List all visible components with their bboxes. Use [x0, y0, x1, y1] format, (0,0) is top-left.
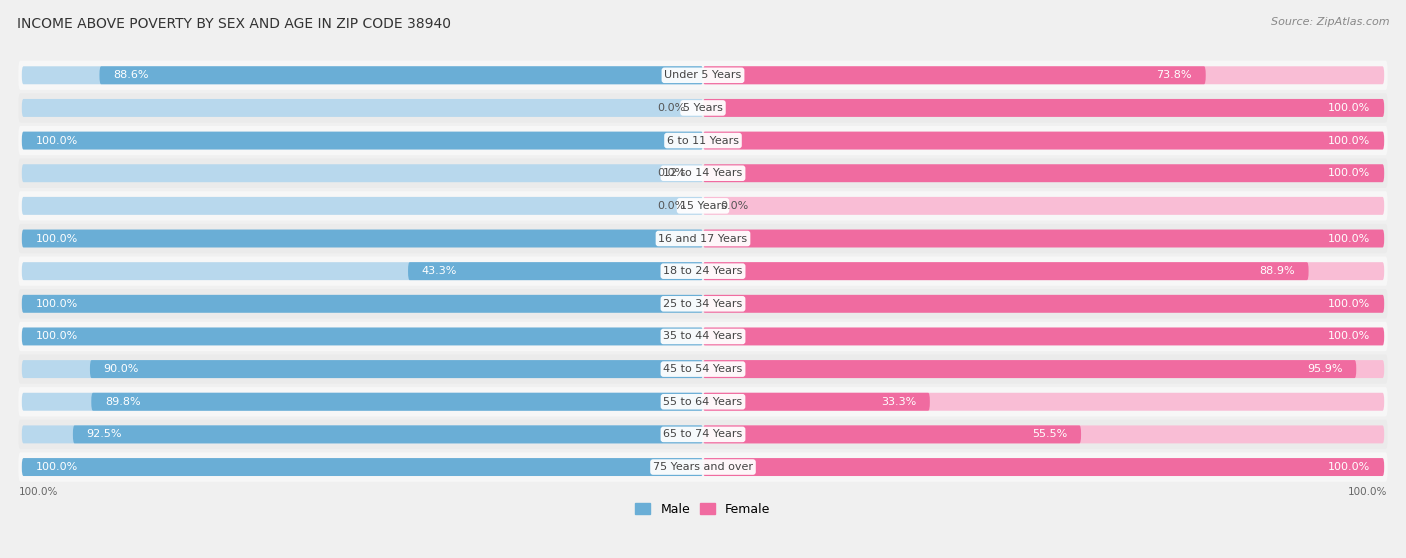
Text: INCOME ABOVE POVERTY BY SEX AND AGE IN ZIP CODE 38940: INCOME ABOVE POVERTY BY SEX AND AGE IN Z…	[17, 17, 451, 31]
FancyBboxPatch shape	[22, 99, 703, 117]
FancyBboxPatch shape	[22, 164, 703, 182]
Text: 100.0%: 100.0%	[1329, 299, 1371, 309]
Text: Under 5 Years: Under 5 Years	[665, 70, 741, 80]
FancyBboxPatch shape	[703, 229, 1384, 248]
Text: 100.0%: 100.0%	[1329, 462, 1371, 472]
Text: 100.0%: 100.0%	[1329, 136, 1371, 146]
FancyBboxPatch shape	[703, 328, 1384, 345]
Text: 0.0%: 0.0%	[658, 201, 686, 211]
FancyBboxPatch shape	[703, 262, 1309, 280]
FancyBboxPatch shape	[22, 132, 703, 150]
Text: 100.0%: 100.0%	[1348, 487, 1388, 497]
FancyBboxPatch shape	[18, 387, 1388, 416]
FancyBboxPatch shape	[703, 425, 1081, 444]
FancyBboxPatch shape	[18, 289, 1388, 319]
Text: 88.9%: 88.9%	[1260, 266, 1295, 276]
Text: 100.0%: 100.0%	[18, 487, 58, 497]
FancyBboxPatch shape	[22, 197, 703, 215]
FancyBboxPatch shape	[91, 393, 703, 411]
FancyBboxPatch shape	[703, 99, 1384, 117]
FancyBboxPatch shape	[703, 262, 1384, 280]
Text: 75 Years and over: 75 Years and over	[652, 462, 754, 472]
FancyBboxPatch shape	[22, 360, 703, 378]
FancyBboxPatch shape	[18, 191, 1388, 220]
FancyBboxPatch shape	[22, 393, 703, 411]
FancyBboxPatch shape	[703, 393, 1384, 411]
Text: 45 to 54 Years: 45 to 54 Years	[664, 364, 742, 374]
FancyBboxPatch shape	[73, 425, 703, 444]
Text: 100.0%: 100.0%	[1329, 103, 1371, 113]
FancyBboxPatch shape	[90, 360, 703, 378]
FancyBboxPatch shape	[703, 425, 1384, 444]
FancyBboxPatch shape	[703, 66, 1206, 84]
FancyBboxPatch shape	[22, 458, 703, 476]
Text: 100.0%: 100.0%	[35, 299, 77, 309]
Text: 89.8%: 89.8%	[105, 397, 141, 407]
FancyBboxPatch shape	[18, 420, 1388, 449]
Text: 16 and 17 Years: 16 and 17 Years	[658, 233, 748, 243]
FancyBboxPatch shape	[18, 322, 1388, 351]
FancyBboxPatch shape	[703, 458, 1384, 476]
Text: 12 to 14 Years: 12 to 14 Years	[664, 168, 742, 178]
Text: 100.0%: 100.0%	[35, 331, 77, 341]
Text: 55.5%: 55.5%	[1032, 430, 1067, 439]
FancyBboxPatch shape	[703, 132, 1384, 150]
FancyBboxPatch shape	[408, 262, 703, 280]
Text: 100.0%: 100.0%	[1329, 233, 1371, 243]
FancyBboxPatch shape	[703, 360, 1384, 378]
Text: Source: ZipAtlas.com: Source: ZipAtlas.com	[1271, 17, 1389, 27]
FancyBboxPatch shape	[18, 93, 1388, 123]
Text: 100.0%: 100.0%	[1329, 331, 1371, 341]
Text: 33.3%: 33.3%	[882, 397, 917, 407]
Text: 100.0%: 100.0%	[1329, 168, 1371, 178]
FancyBboxPatch shape	[22, 425, 703, 444]
FancyBboxPatch shape	[18, 453, 1388, 482]
Text: 88.6%: 88.6%	[112, 70, 149, 80]
Text: 55 to 64 Years: 55 to 64 Years	[664, 397, 742, 407]
Text: 100.0%: 100.0%	[35, 233, 77, 243]
FancyBboxPatch shape	[18, 354, 1388, 384]
FancyBboxPatch shape	[22, 295, 703, 313]
Text: 5 Years: 5 Years	[683, 103, 723, 113]
Text: 0.0%: 0.0%	[720, 201, 748, 211]
Text: 15 Years: 15 Years	[679, 201, 727, 211]
FancyBboxPatch shape	[703, 197, 1384, 215]
Text: 18 to 24 Years: 18 to 24 Years	[664, 266, 742, 276]
FancyBboxPatch shape	[703, 66, 1384, 84]
FancyBboxPatch shape	[703, 393, 929, 411]
Text: 0.0%: 0.0%	[658, 103, 686, 113]
Text: 25 to 34 Years: 25 to 34 Years	[664, 299, 742, 309]
FancyBboxPatch shape	[22, 328, 703, 345]
FancyBboxPatch shape	[18, 158, 1388, 188]
Text: 0.0%: 0.0%	[658, 168, 686, 178]
FancyBboxPatch shape	[100, 66, 703, 84]
Text: 100.0%: 100.0%	[35, 462, 77, 472]
FancyBboxPatch shape	[18, 224, 1388, 253]
FancyBboxPatch shape	[703, 164, 1384, 182]
Text: 73.8%: 73.8%	[1157, 70, 1192, 80]
Text: 95.9%: 95.9%	[1308, 364, 1343, 374]
Text: 35 to 44 Years: 35 to 44 Years	[664, 331, 742, 341]
FancyBboxPatch shape	[18, 126, 1388, 155]
FancyBboxPatch shape	[18, 61, 1388, 90]
Text: 6 to 11 Years: 6 to 11 Years	[666, 136, 740, 146]
Legend: Male, Female: Male, Female	[630, 498, 776, 521]
Text: 92.5%: 92.5%	[87, 430, 122, 439]
FancyBboxPatch shape	[22, 262, 703, 280]
FancyBboxPatch shape	[22, 66, 703, 84]
Text: 90.0%: 90.0%	[104, 364, 139, 374]
FancyBboxPatch shape	[703, 295, 1384, 313]
FancyBboxPatch shape	[18, 257, 1388, 286]
Text: 100.0%: 100.0%	[35, 136, 77, 146]
FancyBboxPatch shape	[703, 360, 1357, 378]
FancyBboxPatch shape	[22, 229, 703, 248]
Text: 65 to 74 Years: 65 to 74 Years	[664, 430, 742, 439]
Text: 43.3%: 43.3%	[422, 266, 457, 276]
